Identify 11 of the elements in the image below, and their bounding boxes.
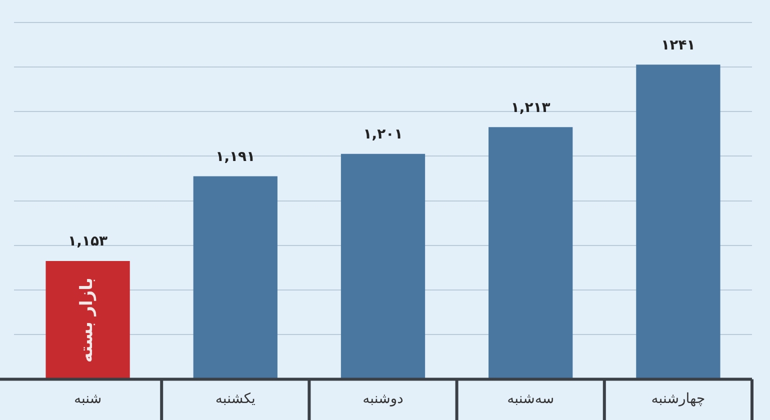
x-tick-label: یکشنبه: [215, 391, 256, 408]
data-label: ۱,۱۹۱: [216, 148, 256, 165]
data-label: ۱۲۴۱: [661, 37, 696, 54]
x-tick-label: دوشنبه: [362, 391, 404, 408]
x-tick-label: شنبه: [74, 391, 102, 408]
data-label: ۱,۲۰۱: [363, 126, 403, 143]
data-label: ۱,۲۱۳: [510, 100, 551, 116]
annotation: بازار بسته: [77, 278, 98, 363]
x-tick-label: سه‌شنبه: [507, 391, 554, 408]
x-tick-label: چهارشنبه: [651, 391, 706, 408]
data-label: ۱,۱۵۳: [68, 234, 108, 250]
